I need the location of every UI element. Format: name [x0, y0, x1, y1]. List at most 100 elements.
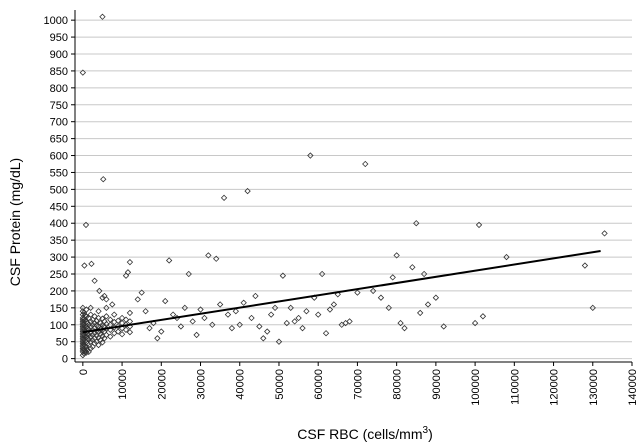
data-point-50: [83, 306, 90, 313]
data-point-216: [417, 309, 424, 317]
data-point-226: [589, 304, 596, 312]
data-point-187: [279, 272, 287, 279]
y-axis-ticks: 0 50 100 150 200 250 300 350 400 450 500 550 600 650 7…: [44, 15, 75, 366]
y-tick-label-950: 950: [50, 32, 68, 44]
x-axis-title-sup: 3: [423, 425, 429, 436]
data-point-224: [503, 253, 510, 261]
data-point-209: [385, 304, 392, 312]
data-point-157: [162, 297, 169, 305]
data-point-130: [122, 321, 130, 328]
data-point-112: [103, 313, 110, 320]
data-point-183: [264, 328, 271, 335]
data-point-124: [114, 317, 122, 324]
data-point-218: [424, 301, 432, 308]
data-point-185: [271, 304, 279, 312]
data-point-180: [252, 292, 259, 300]
data-point-0: [79, 352, 87, 359]
y-tick-label-600: 600: [50, 151, 68, 163]
x-axis-ticks: 0 10000 20000 30000 40000 50000 60000 70000 8000…: [78, 362, 638, 406]
data-point-170: [213, 255, 220, 262]
data-point-205: [354, 289, 361, 296]
data-point-151: [138, 289, 145, 296]
y-tick-label-50: 50: [56, 337, 68, 349]
data-point-122: [114, 328, 122, 335]
data-point-188: [283, 319, 290, 327]
y-tick-label-500: 500: [50, 184, 68, 196]
data-point-198: [322, 330, 330, 337]
data-point-215: [413, 220, 420, 227]
data-point-51: [84, 346, 91, 353]
data-point-199: [326, 306, 334, 313]
y-tick-label-250: 250: [50, 269, 68, 281]
data-point-173: [224, 311, 232, 318]
data-point-165: [193, 331, 200, 339]
data-point-206: [362, 160, 369, 168]
data-point-93: [95, 314, 102, 322]
data-point-71: [87, 304, 94, 312]
data-point-131: [122, 316, 130, 323]
data-point-192: [299, 324, 306, 332]
data-point-222: [475, 221, 483, 229]
y-tick-label-900: 900: [50, 49, 68, 61]
y-tick-label-400: 400: [50, 218, 68, 230]
data-point-99: [99, 339, 106, 346]
x-tick-label-130000: 130000: [588, 369, 600, 406]
y-tick-label-550: 550: [50, 167, 68, 179]
data-point-111: [103, 320, 110, 328]
data-point-219: [432, 294, 440, 301]
x-tick-label-70000: 70000: [352, 369, 364, 400]
data-point-168: [205, 252, 212, 259]
data-point-167: [201, 314, 208, 322]
data-point-104: [99, 294, 106, 301]
data-point-78: [91, 340, 98, 347]
gridlines: [75, 19, 632, 360]
data-point-213: [401, 324, 408, 332]
y-tick-label-150: 150: [50, 303, 68, 315]
data-point-132: [126, 329, 134, 336]
data-point-64: [87, 345, 94, 352]
data-point-121: [111, 311, 118, 318]
data-point-189: [287, 304, 294, 312]
data-point-152: [142, 308, 149, 315]
data-point-174: [228, 324, 236, 332]
x-tick-label-60000: 60000: [313, 369, 325, 400]
data-point-94: [95, 308, 102, 315]
data-point-210: [389, 274, 396, 281]
x-tick-label-110000: 110000: [509, 369, 521, 405]
y-tick-label-200: 200: [50, 286, 68, 298]
data-point-200: [330, 301, 338, 308]
y-tick-label-100: 100: [50, 320, 68, 332]
data-point-178: [244, 187, 251, 195]
y-tick-label-300: 300: [50, 252, 68, 264]
x-tick-label-30000: 30000: [196, 369, 208, 400]
x-axis-title-end: ): [428, 426, 433, 442]
y-tick-label-750: 750: [50, 100, 68, 112]
data-point-153: [146, 324, 153, 332]
data-point-117: [107, 316, 114, 323]
data-point-196: [315, 311, 322, 318]
data-point-186: [275, 338, 283, 345]
y-tick-label-850: 850: [50, 66, 68, 78]
data-point-142: [99, 13, 106, 20]
trend-line: [82, 249, 601, 334]
x-tick-label-0: 0: [78, 369, 90, 375]
y-axis-title: CSF Protein (mg/dL): [7, 158, 23, 286]
data-point-214: [409, 264, 416, 271]
data-point-182: [260, 335, 267, 342]
data-point-139: [88, 260, 95, 268]
data-point-159: [169, 311, 177, 318]
data-point-193: [303, 308, 310, 315]
data-point-161: [177, 323, 185, 330]
data-point-143: [100, 176, 107, 183]
y-tick-label-650: 650: [50, 134, 68, 146]
data-point-164: [189, 318, 196, 325]
data-point-221: [471, 319, 479, 327]
data-point-169: [209, 321, 216, 328]
data-point-181: [256, 323, 263, 330]
data-point-149: [126, 258, 134, 266]
data-point-162: [181, 304, 188, 312]
data-point-207: [369, 287, 377, 295]
x-tick-label-120000: 120000: [549, 369, 561, 406]
data-point-141: [96, 287, 103, 295]
x-tick-label-140000: 140000: [627, 369, 638, 406]
